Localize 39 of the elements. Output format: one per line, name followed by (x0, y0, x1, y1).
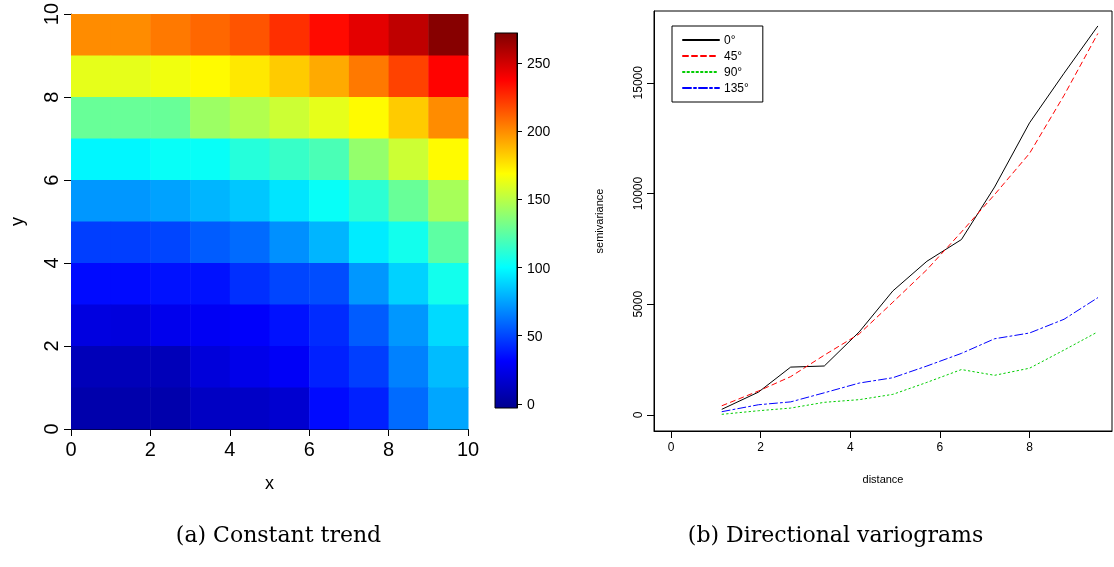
x-tick-label: 4 (224, 438, 236, 460)
line-series (721, 331, 1099, 415)
text: (a) Constant trend (175, 521, 382, 547)
y-tick-label: 0 (40, 423, 62, 435)
color-bar-label: 100 (527, 259, 551, 276)
legend-label: 90° (724, 65, 743, 79)
y-axis-title: y (7, 217, 27, 227)
x-tick-label: 8 (1026, 440, 1034, 454)
x-tick-label: 2 (144, 438, 156, 460)
y-tick-label: 8 (40, 91, 62, 103)
legend-label: 0° (724, 33, 736, 47)
x-axis-title: distance (862, 472, 904, 485)
x-axis-title: x (265, 473, 274, 493)
y-tick-label: 0 (631, 411, 645, 419)
color-bar-label: 200 (527, 123, 551, 140)
legend-label: 135° (724, 81, 750, 95)
line-series (721, 297, 1099, 413)
text: (b) Directional variograms (687, 521, 984, 547)
x-tick-label: 8 (383, 438, 395, 460)
color-bar-label: 0 (527, 395, 535, 412)
x-tick-label: 2 (757, 440, 765, 454)
legend-label: 45° (724, 49, 743, 63)
y-tick-label: 15000 (631, 65, 645, 100)
y-tick-label: 6 (40, 174, 62, 186)
y-tick-label: 5000 (631, 290, 645, 318)
color-bar-label: 250 (527, 55, 551, 71)
y-tick-label: 2 (40, 340, 62, 352)
x-tick-label: 4 (846, 440, 854, 454)
color-bar-label: 50 (527, 327, 543, 344)
y-tick-label: 10000 (631, 176, 645, 211)
x-tick-label: 0 (65, 438, 77, 460)
x-tick-label: 0 (667, 440, 675, 454)
x-tick-label: 6 (303, 438, 315, 460)
y-axis-title: semivariance (592, 188, 605, 254)
y-tick-label: 4 (40, 257, 62, 269)
color-bar-label: 150 (527, 191, 551, 208)
y-tick-label: 10 (40, 3, 62, 26)
x-tick-label: 10 (456, 438, 480, 460)
x-tick-label: 6 (936, 440, 944, 454)
